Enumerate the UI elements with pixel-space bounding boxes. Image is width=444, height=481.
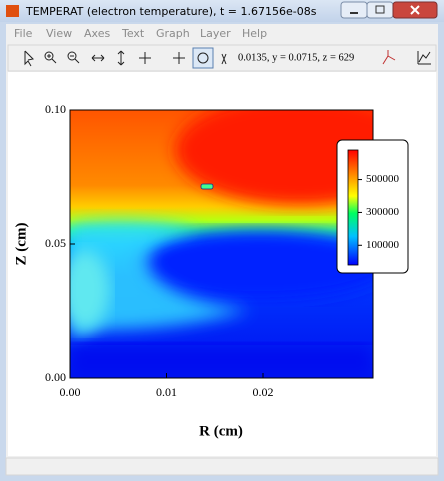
menu-item[interactable]: Help xyxy=(242,27,267,40)
menu-item[interactable]: Layer xyxy=(200,27,231,40)
zoom-out-tool[interactable] xyxy=(67,51,77,61)
probe-tool[interactable] xyxy=(192,47,214,69)
xy-tool[interactable] xyxy=(221,53,227,65)
probe-marker xyxy=(200,183,214,190)
x-axis-label: R (cm) xyxy=(199,423,243,439)
y-tick-label: 0.05 xyxy=(45,236,66,250)
menu-item[interactable]: View xyxy=(46,27,72,40)
toolbar-icons[interactable] xyxy=(24,47,431,69)
y-tick-label: 0.10 xyxy=(45,102,66,116)
menu-item[interactable]: File xyxy=(14,27,33,40)
maximize-button[interactable] xyxy=(366,1,394,19)
colorbar xyxy=(347,149,359,266)
x-tick-label: 0.01 xyxy=(156,385,177,399)
y-axis-label: Z (cm) xyxy=(13,223,29,266)
app-icon xyxy=(6,5,19,17)
menu-bar: File View Axes Text Graph Layer Help xyxy=(14,27,267,40)
pan-x-tool[interactable] xyxy=(91,54,105,62)
coordinate-readout: 0.0135, y = 0.0715, z = 629 xyxy=(238,52,354,63)
menu-item[interactable]: Graph xyxy=(156,27,190,40)
axes-tool[interactable] xyxy=(382,50,396,65)
zoom-in-tool[interactable] xyxy=(44,51,54,61)
heatmap xyxy=(70,110,373,378)
y-tick-label: 0.00 xyxy=(45,370,66,384)
minimize-button[interactable] xyxy=(340,1,368,19)
coordinate-box xyxy=(236,49,366,67)
colorbar-tick-label: 300000 xyxy=(366,206,400,218)
colorbar-tick-label: 500000 xyxy=(366,173,400,185)
toolbar xyxy=(7,44,437,72)
window-buttons[interactable] xyxy=(340,1,438,19)
x-tick-label: 0.02 xyxy=(252,385,273,399)
graph-tool[interactable] xyxy=(417,51,431,65)
crosshair-tool[interactable] xyxy=(173,52,185,64)
menu-item[interactable]: Axes xyxy=(84,27,110,40)
title-bar xyxy=(0,0,444,22)
window-title: TEMPERAT (electron temperature), t = 1.6… xyxy=(25,5,317,18)
menu-item[interactable]: Text xyxy=(121,27,145,40)
select-tool[interactable] xyxy=(24,50,35,67)
pan-y-tool[interactable] xyxy=(117,50,125,66)
x-tick-label: 0.00 xyxy=(60,385,81,399)
pan-tool[interactable] xyxy=(139,52,151,64)
status-bar xyxy=(5,457,439,476)
colorbar-tick-label: 100000 xyxy=(366,239,400,251)
